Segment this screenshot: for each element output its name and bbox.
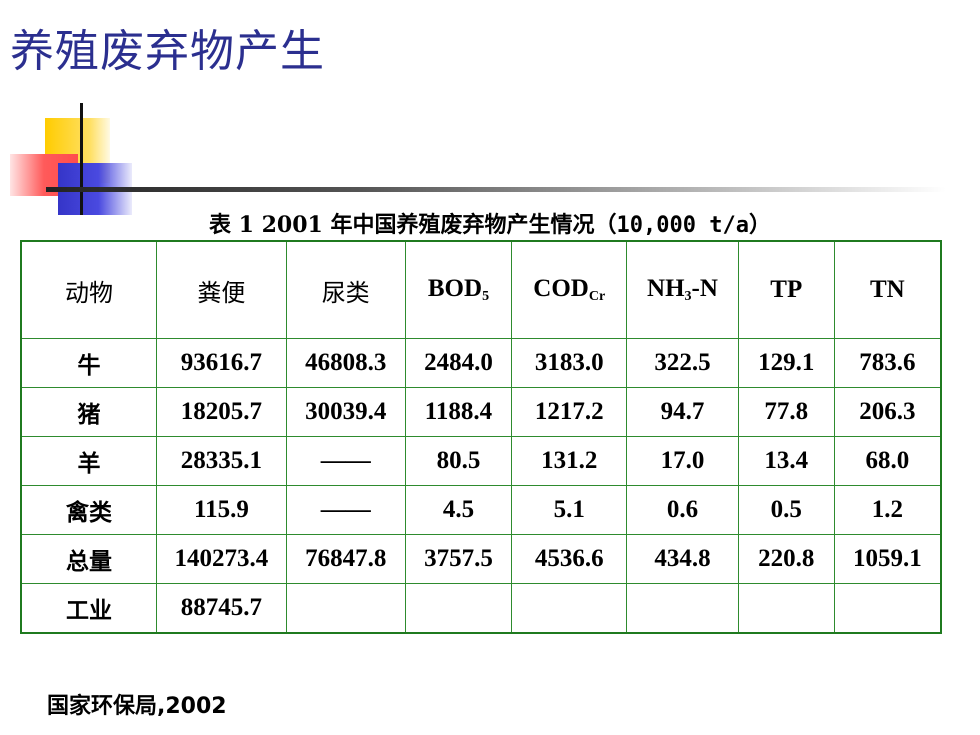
value-cell: 434.8 [626, 534, 739, 584]
slide-title: 养殖废弃物产生 [10, 26, 325, 77]
table-row: 牛 93616.7 46808.3 2484.0 3183.0 322.5 129.1 783… [20, 338, 942, 388]
header-suffix: -N [691, 275, 718, 302]
header-cell: NH3-N [626, 240, 739, 339]
value-cell [833, 583, 942, 634]
value-cell: 1.2 [833, 485, 942, 535]
vertical-rule [80, 103, 83, 215]
value-cell: 3757.5 [404, 534, 513, 584]
value-cell [511, 583, 628, 634]
header-cell: 尿类 [285, 240, 406, 339]
header-subscript: Cr [588, 289, 606, 304]
caption-unit: （10,000 t/a） [594, 213, 771, 238]
header-cell: TN [833, 240, 942, 339]
value-cell: 220.8 [737, 534, 835, 584]
value-cell: 1188.4 [404, 387, 513, 437]
value-cell: 206.3 [833, 387, 942, 437]
decorative-logo [0, 0, 132, 230]
animal-label-cell: 猪 [20, 387, 157, 437]
value-cell [285, 583, 406, 634]
value-cell: 783.6 [833, 338, 942, 388]
title-underline [46, 187, 946, 192]
table-row: 禽类 115.9 —— 4.5 5.1 0.6 0.5 1.2 [20, 485, 942, 535]
value-cell: 80.5 [404, 436, 513, 486]
value-cell: 129.1 [737, 338, 835, 388]
header-cell: 动物 [20, 240, 157, 339]
header-cell: 粪便 [156, 240, 287, 339]
value-cell: 1059.1 [833, 534, 942, 584]
value-cell: 77.8 [737, 387, 835, 437]
table-row: 工业 88745.7 [20, 583, 942, 634]
value-cell: 17.0 [626, 436, 739, 486]
value-cell: 115.9 [156, 485, 287, 535]
animal-label-cell: 羊 [20, 436, 157, 486]
source-note: 国家环保局,2002 [47, 694, 227, 719]
value-cell: 13.4 [737, 436, 835, 486]
table-row: 猪 18205.7 30039.4 1188.4 1217.2 94.7 77.8 206.3 [20, 387, 942, 437]
animal-label-cell: 禽类 [20, 485, 157, 535]
value-cell: 4.5 [404, 485, 513, 535]
header-cell: CODCr [511, 240, 628, 339]
header-cell: TP [737, 240, 835, 339]
header-label: 粪便 [197, 278, 246, 307]
value-cell: 88745.7 [156, 583, 287, 634]
header-label: 动物 [65, 278, 113, 307]
header-cell: BOD5 [404, 240, 513, 339]
table-caption: 表 1 2001 年中国养殖废弃物产生情况（10,000 t/a） [0, 207, 980, 239]
value-cell: 131.2 [511, 436, 628, 486]
animal-label-cell: 总量 [20, 534, 157, 584]
header-subscript: 5 [482, 289, 490, 304]
table-row: 总量 140273.4 76847.8 3757.5 4536.6 434.8 220.8 1… [20, 534, 942, 584]
value-cell [626, 583, 739, 634]
header-label: NH [647, 275, 685, 302]
value-cell: —— [285, 436, 406, 486]
header-label: BOD [427, 275, 483, 302]
value-cell: 28335.1 [156, 436, 287, 486]
header-subscript: 3 [684, 289, 692, 304]
animal-label-cell: 牛 [20, 338, 157, 388]
header-label: TN [869, 276, 905, 303]
value-cell: 18205.7 [156, 387, 287, 437]
value-cell: 3183.0 [511, 338, 628, 388]
waste-table: 动物 粪便 尿类 BOD5 CODCr NH3-N TP TN 牛 93616.7 46808.3… [20, 240, 942, 634]
value-cell: 140273.4 [156, 534, 287, 584]
value-cell: 93616.7 [156, 338, 287, 388]
value-cell: 322.5 [626, 338, 739, 388]
value-cell: —— [285, 485, 406, 535]
value-cell: 46808.3 [285, 338, 406, 388]
value-cell: 4536.6 [511, 534, 628, 584]
value-cell: 2484.0 [404, 338, 513, 388]
table-header-row: 动物 粪便 尿类 BOD5 CODCr NH3-N TP TN [20, 240, 942, 339]
value-cell [737, 583, 835, 634]
header-label: COD [533, 275, 589, 302]
header-label: 尿类 [321, 278, 370, 307]
animal-label-cell: 工业 [20, 583, 157, 634]
value-cell [404, 583, 513, 634]
value-cell: 68.0 [833, 436, 942, 486]
value-cell: 1217.2 [511, 387, 628, 437]
caption-text: 表 1 2001 年中国养殖废弃物产生情况 [209, 212, 595, 238]
header-label: TP [770, 276, 803, 303]
value-cell: 30039.4 [285, 387, 406, 437]
value-cell: 5.1 [511, 485, 628, 535]
value-cell: 0.5 [737, 485, 835, 535]
value-cell: 94.7 [626, 387, 739, 437]
value-cell: 76847.8 [285, 534, 406, 584]
value-cell: 0.6 [626, 485, 739, 535]
table-row: 羊 28335.1 —— 80.5 131.2 17.0 13.4 68.0 [20, 436, 942, 486]
